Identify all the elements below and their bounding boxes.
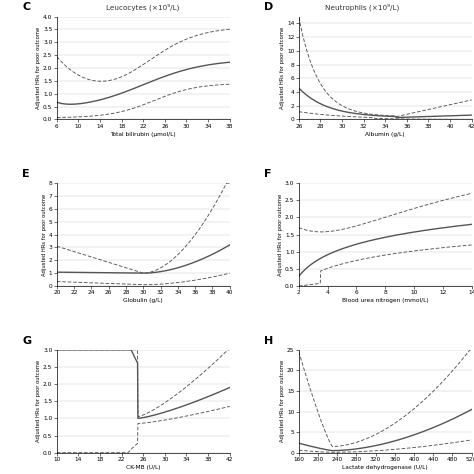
Text: G: G — [22, 336, 31, 346]
Text: F: F — [264, 169, 272, 179]
Text: E: E — [22, 169, 30, 179]
Y-axis label: Adjusted HRs for poor outcome: Adjusted HRs for poor outcome — [36, 27, 41, 109]
X-axis label: Lactate dehydrogenase (U/L): Lactate dehydrogenase (U/L) — [342, 465, 428, 470]
X-axis label: Albumin (g/L): Albumin (g/L) — [365, 132, 405, 137]
X-axis label: CK-MB (U/L): CK-MB (U/L) — [126, 465, 161, 470]
Y-axis label: Adjusted HRs for poor outcome: Adjusted HRs for poor outcome — [36, 360, 41, 442]
X-axis label: Globulin (g/L): Globulin (g/L) — [123, 298, 163, 303]
X-axis label: Blood urea nitrogen (mmol/L): Blood urea nitrogen (mmol/L) — [342, 298, 428, 303]
Y-axis label: Adjusted HRs for poor outcome: Adjusted HRs for poor outcome — [42, 193, 46, 276]
Y-axis label: Adjusted HRs for poor outcome: Adjusted HRs for poor outcome — [280, 360, 285, 442]
Text: C: C — [22, 2, 30, 12]
Text: D: D — [264, 2, 273, 12]
Y-axis label: Adjusted HRs for poor outcome: Adjusted HRs for poor outcome — [278, 193, 283, 276]
Text: H: H — [264, 336, 273, 346]
Text: Neutrophils (×10⁹/L): Neutrophils (×10⁹/L) — [326, 3, 400, 11]
X-axis label: Total bilirubin (μmol/L): Total bilirubin (μmol/L) — [110, 132, 176, 137]
Y-axis label: Adjusted HRs for poor outcome: Adjusted HRs for poor outcome — [280, 27, 285, 109]
Text: Leucocytes (×10⁹/L): Leucocytes (×10⁹/L) — [106, 3, 179, 11]
